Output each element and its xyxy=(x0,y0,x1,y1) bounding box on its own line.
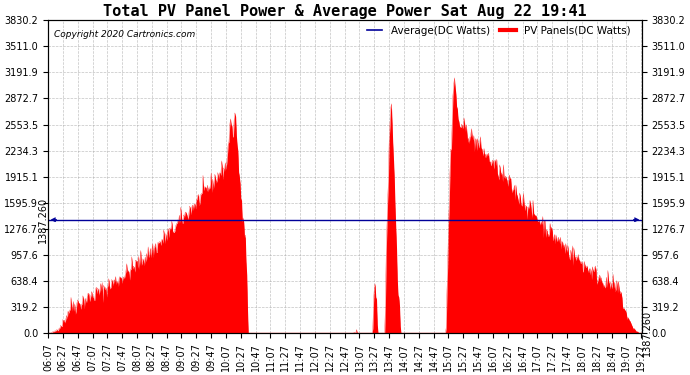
Text: 1387.260: 1387.260 xyxy=(38,196,48,243)
Legend: Average(DC Watts), PV Panels(DC Watts): Average(DC Watts), PV Panels(DC Watts) xyxy=(367,26,631,36)
Text: 1387.260: 1387.260 xyxy=(642,310,652,356)
Text: Copyright 2020 Cartronics.com: Copyright 2020 Cartronics.com xyxy=(54,30,195,39)
Title: Total PV Panel Power & Average Power Sat Aug 22 19:41: Total PV Panel Power & Average Power Sat… xyxy=(104,4,586,19)
